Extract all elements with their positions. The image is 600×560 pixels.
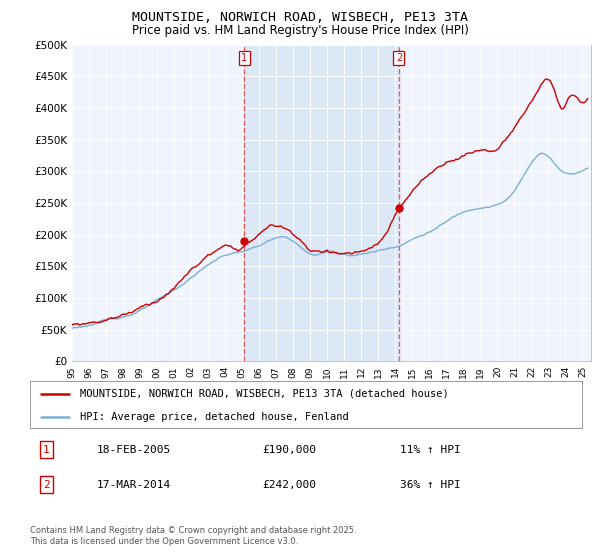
Text: 1: 1 <box>43 445 50 455</box>
Text: MOUNTSIDE, NORWICH ROAD, WISBECH, PE13 3TA: MOUNTSIDE, NORWICH ROAD, WISBECH, PE13 3… <box>132 11 468 24</box>
Text: Price paid vs. HM Land Registry's House Price Index (HPI): Price paid vs. HM Land Registry's House … <box>131 24 469 36</box>
Text: 2: 2 <box>43 480 50 490</box>
Text: 17-MAR-2014: 17-MAR-2014 <box>96 480 170 490</box>
Text: 18-FEB-2005: 18-FEB-2005 <box>96 445 170 455</box>
Text: 2: 2 <box>396 53 402 63</box>
Text: MOUNTSIDE, NORWICH ROAD, WISBECH, PE13 3TA (detached house): MOUNTSIDE, NORWICH ROAD, WISBECH, PE13 3… <box>80 389 448 399</box>
Text: £190,000: £190,000 <box>262 445 316 455</box>
Text: Contains HM Land Registry data © Crown copyright and database right 2025.
This d: Contains HM Land Registry data © Crown c… <box>30 526 356 546</box>
Text: 1: 1 <box>241 53 247 63</box>
Text: 36% ↑ HPI: 36% ↑ HPI <box>400 480 461 490</box>
Bar <box>244 45 399 361</box>
Text: £242,000: £242,000 <box>262 480 316 490</box>
Text: HPI: Average price, detached house, Fenland: HPI: Average price, detached house, Fenl… <box>80 412 349 422</box>
Text: 11% ↑ HPI: 11% ↑ HPI <box>400 445 461 455</box>
